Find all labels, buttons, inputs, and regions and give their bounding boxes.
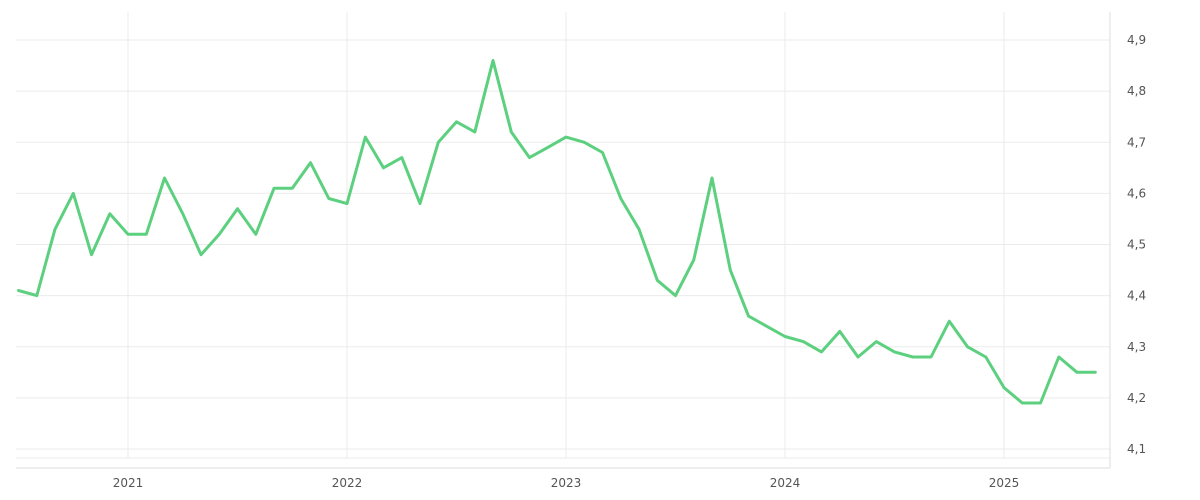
vertical-gridlines <box>127 12 1005 458</box>
y-tick-label: 4,8 <box>1127 84 1146 98</box>
horizontal-gridlines <box>16 39 1110 459</box>
x-tick-label: 2021 <box>113 476 144 490</box>
y-tick-label: 4,6 <box>1127 186 1146 200</box>
x-tick-labels: 2021 2022 2023 2024 2025 <box>113 476 1020 490</box>
series-line <box>17 59 1097 405</box>
y-tick-label: 4,7 <box>1127 135 1146 149</box>
y-tick-label: 4,2 <box>1127 391 1146 405</box>
y-tick-label: 4,3 <box>1127 340 1146 354</box>
x-tick-label: 2024 <box>770 476 801 490</box>
x-tick-label: 2022 <box>332 476 363 490</box>
y-tick-label: 4,4 <box>1127 289 1146 303</box>
x-tick-label: 2023 <box>551 476 582 490</box>
y-tick-labels: 4,1 4,2 4,3 4,4 4,5 4,6 4,7 4,8 4,9 <box>1127 33 1146 456</box>
y-tick-label: 4,1 <box>1127 442 1146 456</box>
x-tick-label: 2025 <box>989 476 1020 490</box>
y-tick-label: 4,5 <box>1127 238 1146 252</box>
y-tick-label: 4,9 <box>1127 33 1146 47</box>
